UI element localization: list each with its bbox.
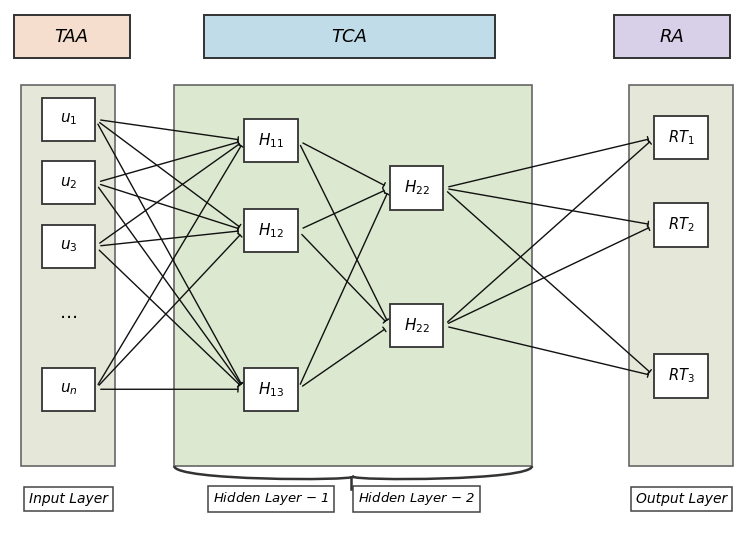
- FancyBboxPatch shape: [41, 225, 95, 268]
- Text: $RT_3$: $RT_3$: [668, 366, 695, 385]
- Text: $H_{22}$: $H_{22}$: [403, 316, 430, 335]
- FancyBboxPatch shape: [41, 161, 95, 204]
- FancyBboxPatch shape: [204, 15, 495, 58]
- FancyBboxPatch shape: [244, 368, 298, 411]
- Text: Hidden Layer $-$ 2: Hidden Layer $-$ 2: [357, 491, 475, 507]
- FancyBboxPatch shape: [41, 368, 95, 411]
- FancyBboxPatch shape: [614, 15, 729, 58]
- Text: Input Layer: Input Layer: [29, 492, 108, 506]
- FancyBboxPatch shape: [654, 203, 708, 247]
- Text: $RT_1$: $RT_1$: [668, 128, 695, 147]
- Text: $RT_2$: $RT_2$: [668, 216, 695, 234]
- Text: $u_3$: $u_3$: [59, 239, 77, 254]
- Text: $H_{12}$: $H_{12}$: [258, 221, 284, 240]
- FancyBboxPatch shape: [14, 15, 129, 58]
- Text: $u_1$: $u_1$: [59, 111, 77, 127]
- Text: $\ldots$: $\ldots$: [59, 303, 77, 322]
- Text: TCA: TCA: [331, 28, 367, 45]
- FancyBboxPatch shape: [390, 166, 443, 210]
- Text: $H_{13}$: $H_{13}$: [258, 380, 284, 399]
- Text: $H_{22}$: $H_{22}$: [403, 179, 430, 197]
- FancyBboxPatch shape: [174, 85, 532, 466]
- FancyBboxPatch shape: [654, 354, 708, 398]
- FancyBboxPatch shape: [629, 85, 733, 466]
- Text: RA: RA: [659, 28, 684, 45]
- Text: $u_2$: $u_2$: [60, 175, 77, 190]
- FancyBboxPatch shape: [390, 304, 443, 347]
- FancyBboxPatch shape: [22, 85, 115, 466]
- FancyBboxPatch shape: [244, 119, 298, 162]
- FancyBboxPatch shape: [654, 116, 708, 159]
- FancyBboxPatch shape: [41, 97, 95, 141]
- Text: $H_{11}$: $H_{11}$: [258, 131, 284, 150]
- Text: Hidden Layer $-$ 1: Hidden Layer $-$ 1: [213, 491, 329, 507]
- FancyBboxPatch shape: [244, 209, 298, 252]
- Text: Output Layer: Output Layer: [635, 492, 727, 506]
- Text: $u_n$: $u_n$: [59, 381, 77, 397]
- Text: TAA: TAA: [55, 28, 89, 45]
